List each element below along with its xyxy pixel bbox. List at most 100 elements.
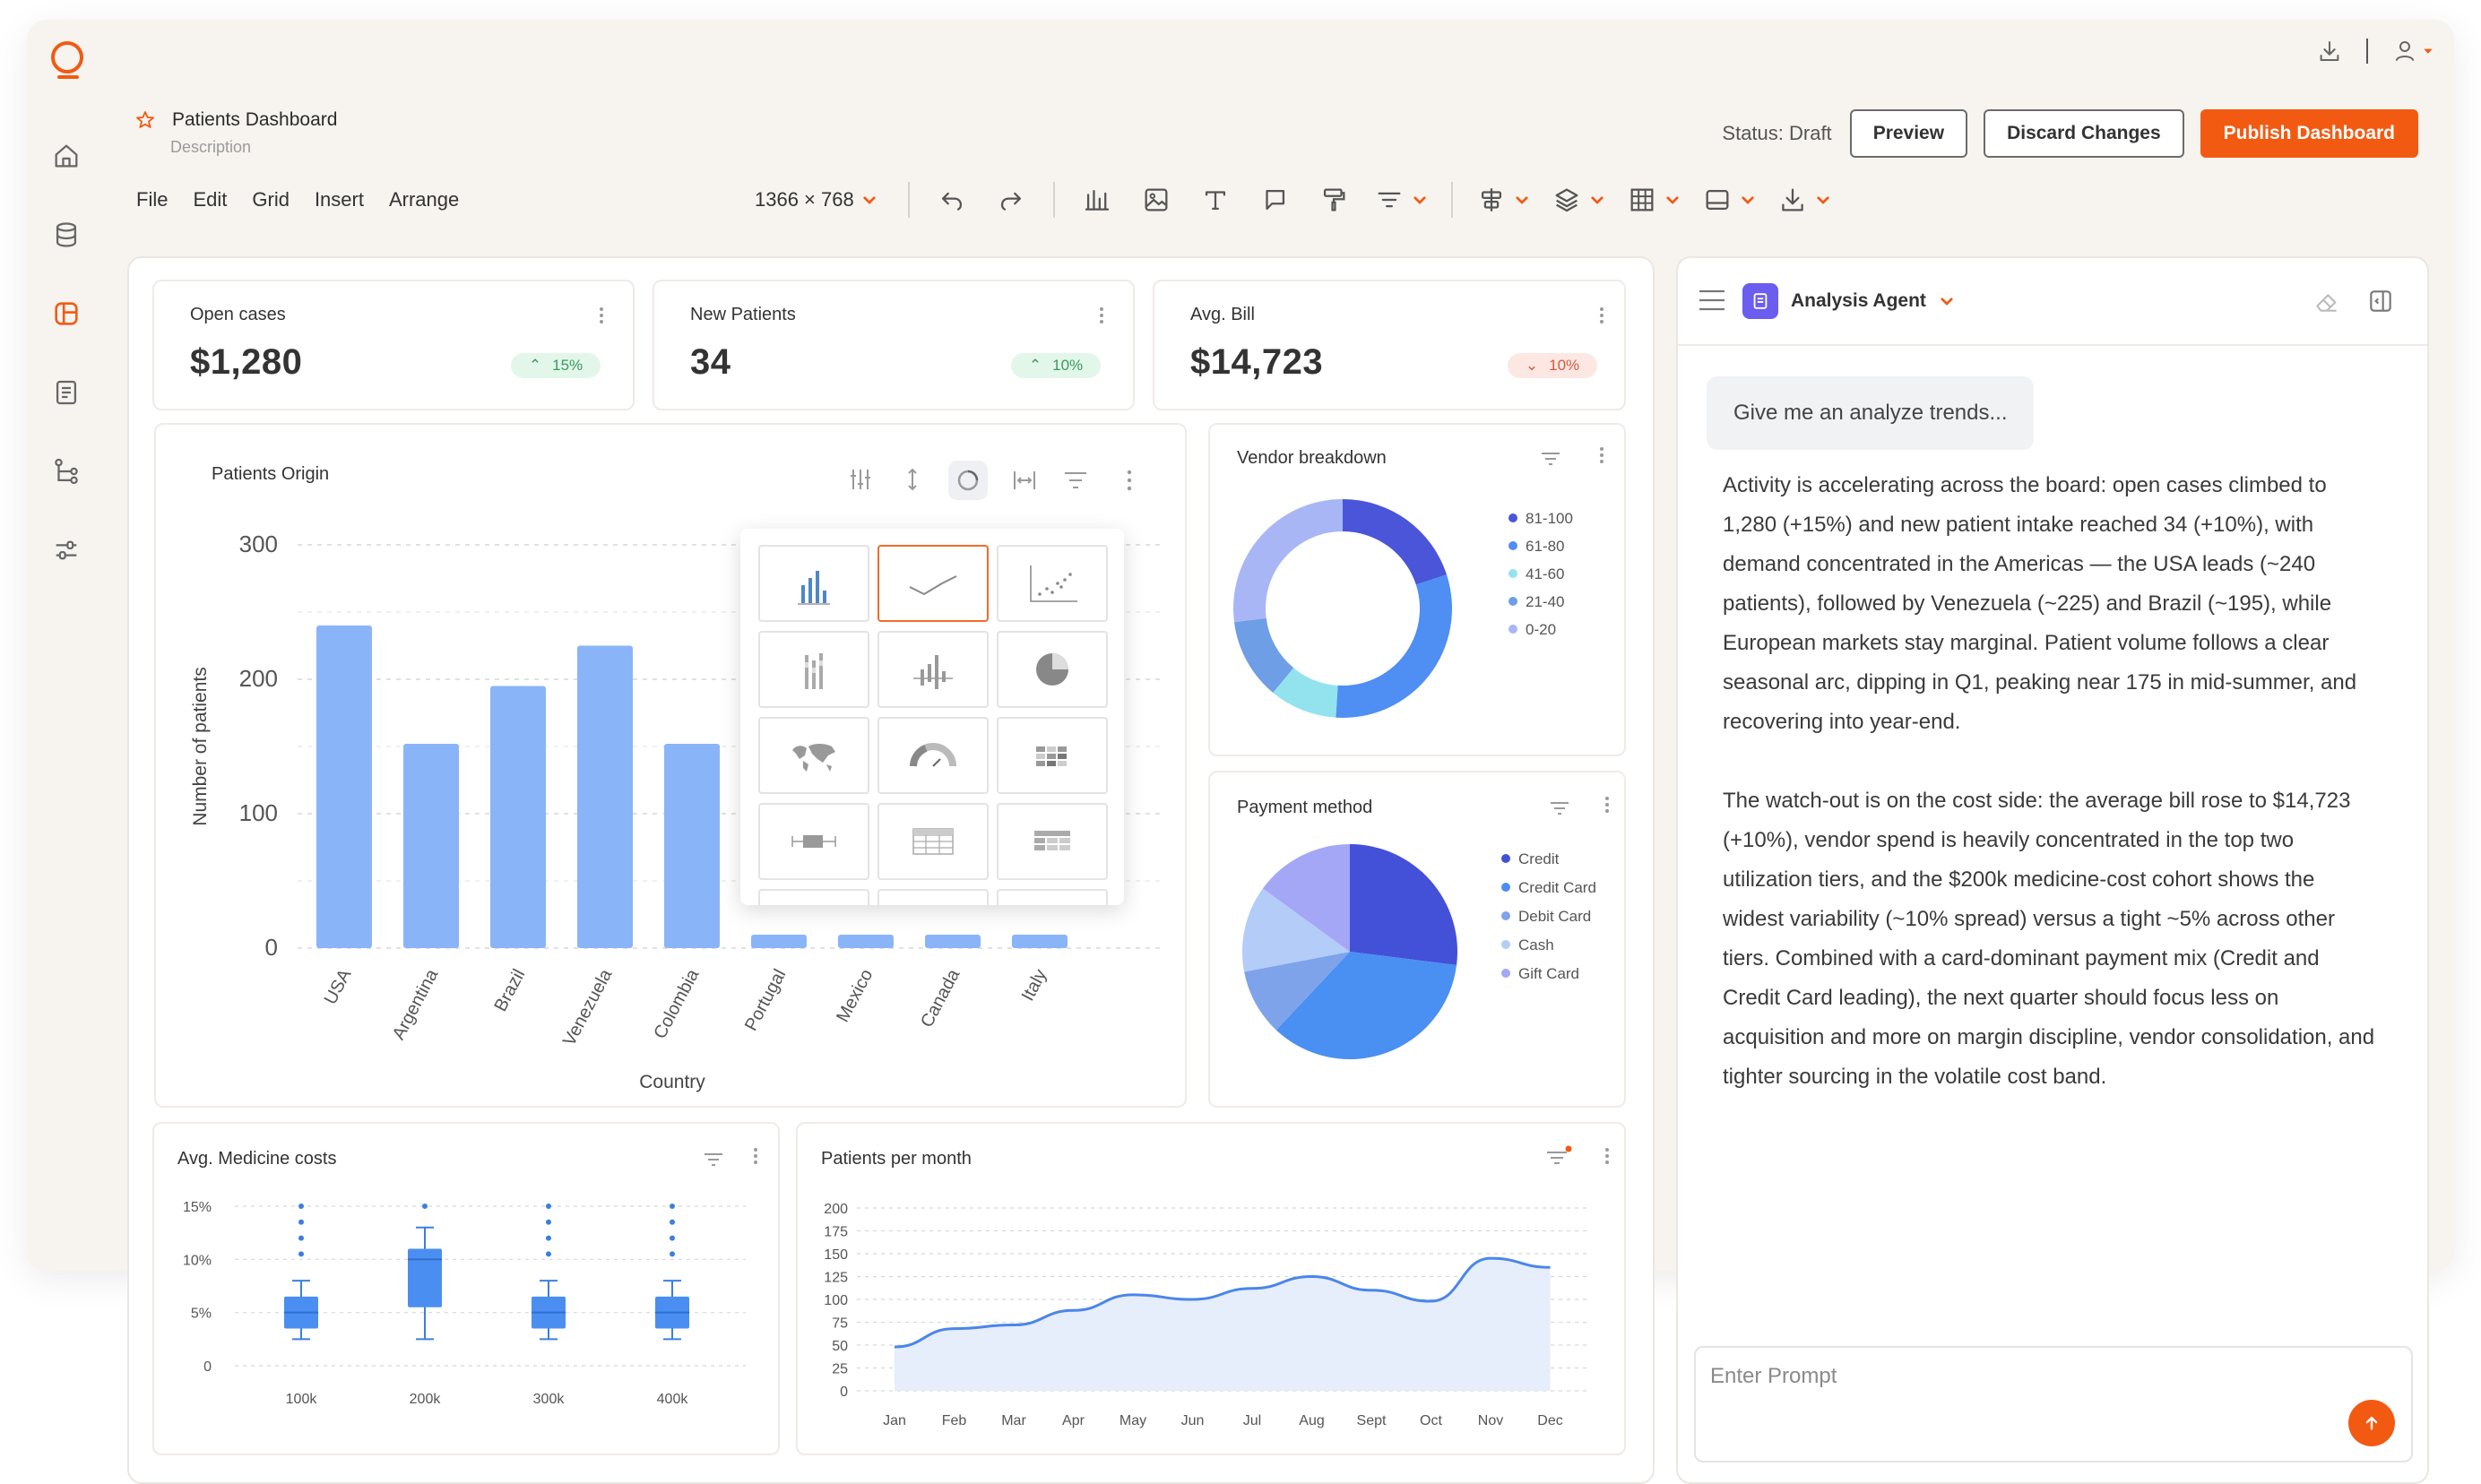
adjust-icon[interactable] xyxy=(851,470,870,489)
more-icon[interactable] xyxy=(1127,470,1132,491)
layout-icon xyxy=(1706,189,1729,211)
discard-changes-button[interactable]: Discard Changes xyxy=(1984,109,2184,158)
more-icon[interactable] xyxy=(1597,444,1606,471)
insert-text-button[interactable] xyxy=(1196,180,1235,220)
publish-dashboard-button[interactable]: Publish Dashboard xyxy=(2200,109,2418,158)
chart-type-line[interactable] xyxy=(877,545,989,622)
sidebar-item-data[interactable] xyxy=(45,213,88,256)
star-icon[interactable] xyxy=(134,109,156,131)
chart-type-heatmap[interactable] xyxy=(997,717,1108,794)
more-icon[interactable] xyxy=(597,305,606,332)
world-map-icon xyxy=(792,744,835,772)
analysis-agent-panel: Analysis Agent Give me an analyze trends… xyxy=(1676,256,2429,1484)
prompt-input[interactable] xyxy=(1710,1359,2320,1394)
grid-dropdown[interactable] xyxy=(1627,185,1681,215)
toolbar-divider xyxy=(1450,182,1453,218)
chart-type-pivot[interactable] xyxy=(997,803,1108,880)
kpi-card-open-cases[interactable]: Open cases $1,280 ⌃ 15% xyxy=(152,280,635,410)
chart-type-pie[interactable] xyxy=(997,631,1108,708)
text-icon xyxy=(1205,191,1225,211)
outlier-point xyxy=(546,1204,551,1209)
insert-chart-button[interactable] xyxy=(1077,180,1117,220)
arrow-up-icon xyxy=(2365,1416,2378,1430)
boxplot-icon xyxy=(791,835,836,848)
download-icon[interactable] xyxy=(2316,38,2343,65)
canvas-size-value: 1366 × 768 xyxy=(755,188,854,211)
menu-edit[interactable]: Edit xyxy=(193,188,228,211)
layers-dropdown[interactable] xyxy=(1552,185,1605,215)
chart-type-waterfall[interactable] xyxy=(877,631,989,708)
agent-selector[interactable]: Analysis Agent xyxy=(1742,283,1955,319)
legend-label: 61-80 xyxy=(1526,538,1564,555)
collapse-panel-icon[interactable] xyxy=(2366,287,2395,315)
menu-file[interactable]: File xyxy=(136,188,169,211)
chart-type-table[interactable] xyxy=(877,803,989,880)
sidebar-item-settings[interactable] xyxy=(45,529,88,572)
sidebar-item-dashboards[interactable] xyxy=(45,292,88,335)
filter-icon[interactable] xyxy=(1549,799,1570,817)
sidebar-item-home[interactable] xyxy=(45,134,88,177)
sidebar-item-reports[interactable] xyxy=(45,371,88,414)
filter-active-icon[interactable] xyxy=(1545,1145,1572,1169)
align-dropdown[interactable] xyxy=(1476,185,1530,215)
more-icon[interactable] xyxy=(1097,305,1106,332)
chart-type-more[interactable] xyxy=(758,889,869,905)
menu-icon[interactable] xyxy=(1698,289,1726,312)
export-icon xyxy=(1781,188,1803,211)
eraser-icon[interactable] xyxy=(2312,287,2341,315)
layout-dropdown[interactable] xyxy=(1702,185,1756,215)
sort-icon[interactable] xyxy=(908,468,917,491)
change-badge: ⌃ 10% xyxy=(1011,353,1101,378)
filter-icon[interactable] xyxy=(1065,472,1086,488)
redo-button[interactable] xyxy=(991,180,1031,220)
kpi-card-new-patients[interactable]: New Patients 34 ⌃ 10% xyxy=(653,280,1135,410)
send-button[interactable] xyxy=(2348,1400,2395,1446)
export-dropdown[interactable] xyxy=(1777,185,1831,215)
insert-image-button[interactable] xyxy=(1137,180,1176,220)
chart-card-medicine-costs[interactable]: Avg. Medicine costs 0 5% 10% 15% 100k 200k 300… xyxy=(152,1122,780,1455)
q-logo-icon[interactable] xyxy=(47,36,88,86)
more-icon[interactable] xyxy=(1603,1145,1612,1172)
format-painter-button[interactable] xyxy=(1314,180,1353,220)
more-icon[interactable] xyxy=(1597,305,1606,332)
chart-type-gauge[interactable] xyxy=(877,717,989,794)
pie-slice xyxy=(1244,952,1350,1031)
page-description[interactable]: Description xyxy=(170,138,252,156)
bar xyxy=(577,645,633,948)
canvas-size-select[interactable]: 1366 × 768 xyxy=(755,188,877,211)
chart-type-more[interactable] xyxy=(997,889,1108,905)
pie-slice xyxy=(1233,617,1294,694)
filter-dropdown[interactable] xyxy=(1374,185,1428,215)
sliders-icon xyxy=(56,540,77,560)
menu-grid[interactable]: Grid xyxy=(252,188,290,211)
align-icon xyxy=(1481,188,1501,211)
menu-insert[interactable]: Insert xyxy=(314,188,364,211)
menu-arrange[interactable]: Arrange xyxy=(388,188,460,211)
filter-icon[interactable] xyxy=(1540,450,1561,468)
chart-title: Vendor breakdown xyxy=(1237,448,1387,468)
y-tick-label: 75 xyxy=(832,1316,848,1332)
page-title[interactable]: Patients Dashboard xyxy=(172,109,338,130)
chart-type-bar[interactable] xyxy=(758,545,869,622)
chart-type-stacked-bar[interactable] xyxy=(758,631,869,708)
undo-button[interactable] xyxy=(932,180,972,220)
chevron-down-icon xyxy=(863,196,876,204)
insert-comment-button[interactable] xyxy=(1255,180,1294,220)
preview-button[interactable]: Preview xyxy=(1849,109,1968,158)
sidebar-item-workflows[interactable] xyxy=(45,450,88,493)
kpi-card-avg-bill[interactable]: Avg. Bill $14,723 ⌄ 10% xyxy=(1153,280,1626,410)
chart-type-more[interactable] xyxy=(877,889,989,905)
chart-type-scatter[interactable] xyxy=(997,545,1108,622)
more-icon[interactable] xyxy=(751,1145,760,1172)
chart-card-vendor-breakdown[interactable]: Vendor breakdown 81-100 61-80 41-60 21-40 0-… xyxy=(1208,423,1626,756)
chart-type-map[interactable] xyxy=(758,717,869,794)
filter-icon[interactable] xyxy=(703,1151,724,1169)
chart-type-boxplot[interactable] xyxy=(758,803,869,880)
chart-card-patients-per-month[interactable]: Patients per month 0 25 50 75 100 125 150 175 20… xyxy=(796,1122,1626,1455)
chart-card-payment-method[interactable]: Payment method Credit Credit Card Debit Ca… xyxy=(1208,771,1626,1108)
user-menu[interactable] xyxy=(2391,38,2434,65)
more-icon[interactable] xyxy=(1603,794,1612,821)
legend-label: 0-20 xyxy=(1526,621,1556,638)
chart-type-icon[interactable] xyxy=(948,461,988,500)
width-icon[interactable] xyxy=(1014,471,1035,489)
